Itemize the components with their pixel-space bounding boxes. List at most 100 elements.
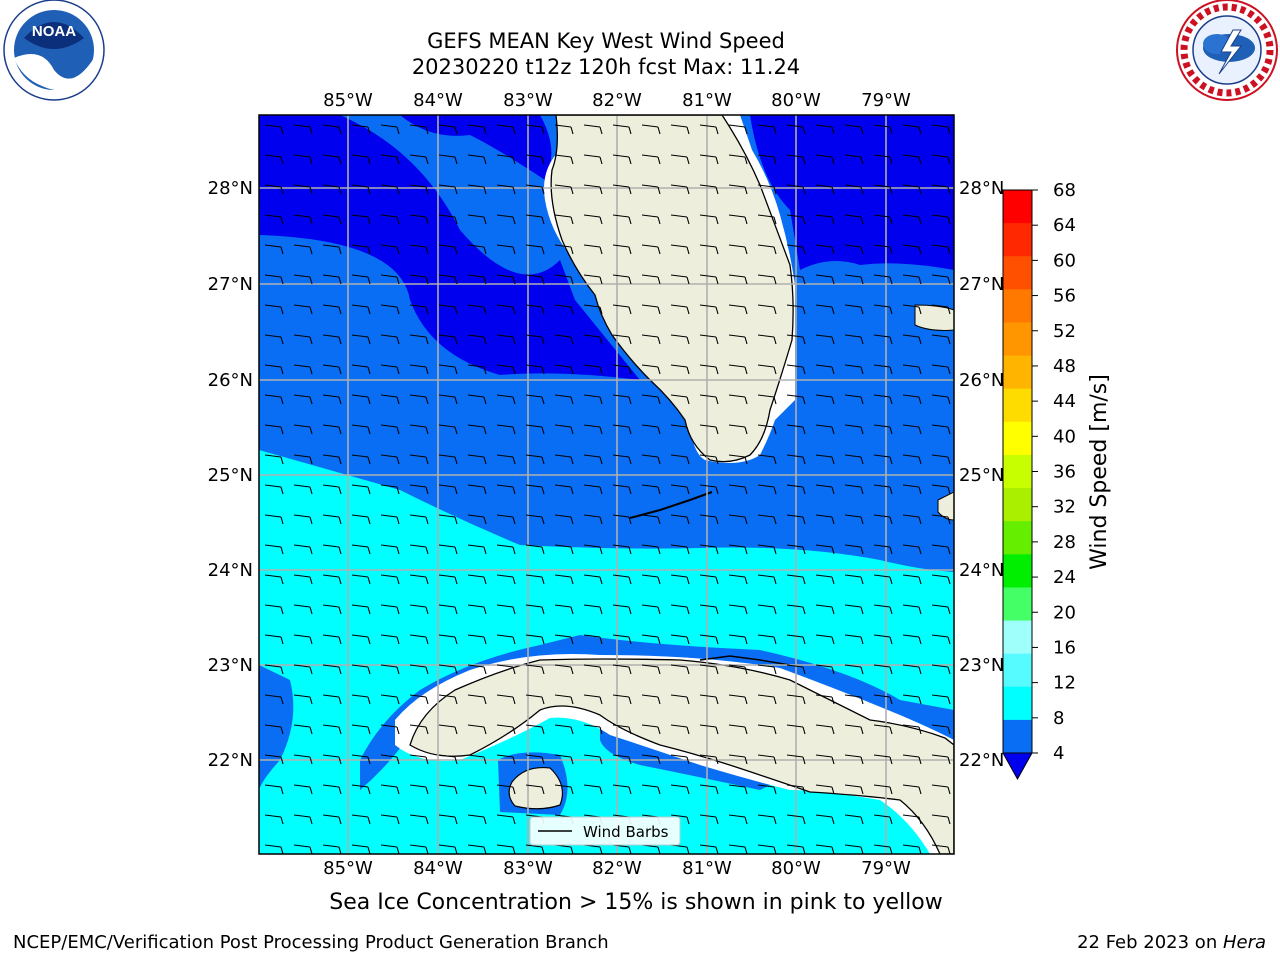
wind-barb bbox=[670, 454, 690, 465]
wind-barb bbox=[873, 124, 893, 135]
wind-barb bbox=[554, 334, 574, 345]
wind-barb bbox=[264, 814, 284, 825]
wind-barb bbox=[873, 454, 893, 465]
wind-barb bbox=[322, 124, 342, 135]
wind-barb bbox=[438, 454, 458, 465]
wind-barb bbox=[641, 514, 661, 525]
wind-barb bbox=[293, 814, 313, 825]
lon-label-top: 85°W bbox=[323, 90, 373, 111]
wind-barb bbox=[293, 544, 313, 555]
wind-barb bbox=[380, 124, 400, 135]
wind-barb bbox=[873, 484, 893, 495]
wind-barb bbox=[467, 574, 487, 585]
lat-label-right: 23°N bbox=[959, 655, 1004, 676]
wind-barb bbox=[815, 394, 835, 405]
colorbar-tick-label: 24 bbox=[1053, 567, 1076, 588]
colorbar-segment bbox=[1003, 521, 1032, 555]
wind-barb bbox=[728, 184, 748, 195]
wind-barb bbox=[902, 604, 922, 615]
wind-barb bbox=[525, 664, 545, 675]
wind-barb bbox=[844, 604, 864, 615]
wind-barb bbox=[670, 514, 690, 525]
wind-barb bbox=[815, 604, 835, 615]
wind-barb bbox=[583, 634, 603, 645]
wind-barb bbox=[496, 814, 516, 825]
wind-barb bbox=[554, 244, 574, 255]
wind-barb bbox=[380, 154, 400, 165]
wind-barb bbox=[815, 544, 835, 555]
wind-barb bbox=[525, 484, 545, 495]
wind-barb bbox=[699, 604, 719, 615]
wind-barb bbox=[293, 484, 313, 495]
wind-barb bbox=[467, 544, 487, 555]
footer-date: 22 Feb 2023 on bbox=[1077, 932, 1223, 953]
colorbar-segment bbox=[1003, 488, 1032, 522]
wind-barb bbox=[815, 694, 835, 705]
wind-barb bbox=[293, 244, 313, 255]
wind-barb bbox=[380, 274, 400, 285]
lat-label-left: 25°N bbox=[208, 465, 253, 486]
wind-barb bbox=[670, 724, 690, 735]
wind-barb bbox=[670, 424, 690, 435]
wind-barb bbox=[844, 664, 864, 675]
wind-barb bbox=[728, 334, 748, 345]
wind-barb bbox=[612, 154, 632, 165]
wind-barb bbox=[293, 514, 313, 525]
wind-barb bbox=[786, 484, 806, 495]
wind-barb bbox=[554, 274, 574, 285]
wind-barb bbox=[815, 124, 835, 135]
colorbar-segment bbox=[1003, 256, 1032, 290]
wind-barb bbox=[525, 844, 545, 854]
wind-barb bbox=[351, 514, 371, 525]
wind-barb bbox=[873, 574, 893, 585]
wind-barb bbox=[554, 124, 574, 135]
wind-barb bbox=[902, 544, 922, 555]
wind-barb bbox=[583, 274, 603, 285]
wind-barb bbox=[612, 424, 632, 435]
wind-barb bbox=[815, 154, 835, 165]
wind-barb bbox=[554, 154, 574, 165]
lon-label-bottom: 82°W bbox=[592, 858, 642, 879]
wind-barb bbox=[757, 574, 777, 585]
wind-barb bbox=[786, 694, 806, 705]
lon-label-bottom: 84°W bbox=[413, 858, 463, 879]
wind-barb bbox=[293, 214, 313, 225]
wind-barb bbox=[351, 544, 371, 555]
wind-barb bbox=[931, 514, 951, 525]
wind-barb bbox=[699, 244, 719, 255]
lat-label-right: 24°N bbox=[959, 560, 1004, 581]
wind-barb bbox=[844, 544, 864, 555]
wind-barb bbox=[351, 154, 371, 165]
wind-barb bbox=[351, 694, 371, 705]
lon-label-bottom: 79°W bbox=[861, 858, 911, 879]
plot-title-line-2: 20230220 t12z 120h fcst Max: 11.24 bbox=[411, 55, 801, 79]
wind-barb bbox=[641, 214, 661, 225]
wind-barb bbox=[264, 514, 284, 525]
wind-barb bbox=[757, 334, 777, 345]
wind-barb bbox=[583, 694, 603, 705]
wind-barb bbox=[728, 844, 748, 854]
wind-barb bbox=[786, 124, 806, 135]
wind-barb bbox=[902, 484, 922, 495]
wind-barb bbox=[293, 724, 313, 735]
wind-barb bbox=[844, 454, 864, 465]
wind-barb bbox=[699, 784, 719, 795]
wind-barb bbox=[931, 724, 951, 735]
wind-barb bbox=[699, 664, 719, 675]
wind-barb bbox=[670, 154, 690, 165]
wind-barb bbox=[293, 664, 313, 675]
lat-label-left: 28°N bbox=[208, 178, 253, 199]
wind-barb bbox=[931, 274, 951, 285]
wind-barb bbox=[757, 514, 777, 525]
footer-left: NCEP/EMC/Verification Post Processing Pr… bbox=[13, 932, 609, 953]
wind-barb bbox=[612, 784, 632, 795]
lat-label-right: 22°N bbox=[959, 750, 1004, 771]
wind-barb bbox=[931, 364, 951, 375]
wind-barbs bbox=[264, 124, 951, 854]
nws-logo-icon bbox=[1176, 0, 1278, 101]
colorbar-tick-label: 32 bbox=[1053, 497, 1076, 518]
wind-barb bbox=[293, 274, 313, 285]
wind-barb bbox=[409, 814, 429, 825]
wind-barb bbox=[902, 214, 922, 225]
